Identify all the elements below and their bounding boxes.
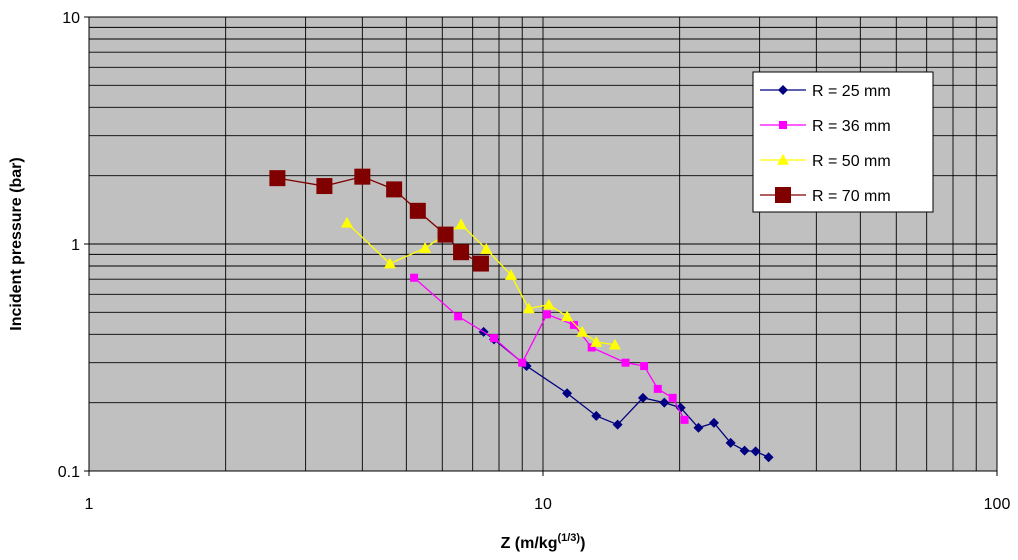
data-point xyxy=(725,437,736,448)
legend-label: R = 50 mm xyxy=(812,153,891,170)
data-point xyxy=(542,298,555,310)
y-axis-ticks: 0.1 1 10 xyxy=(58,10,89,481)
data-point xyxy=(640,362,649,371)
data-point xyxy=(542,310,551,319)
data-point xyxy=(383,257,396,269)
legend-label: R = 25 mm xyxy=(812,83,891,100)
data-point xyxy=(472,255,489,272)
legend-item: R = 36 mm xyxy=(760,118,891,135)
data-point xyxy=(608,338,621,350)
legend: R = 25 mm R = 36 mm R = 50 mm R = 70 mm xyxy=(752,71,934,213)
data-point xyxy=(316,178,333,195)
x-axis-ticks: 1 10 100 xyxy=(85,471,1011,513)
data-point xyxy=(480,243,493,254)
data-point xyxy=(410,273,419,282)
data-point xyxy=(777,154,789,165)
legend-label: R = 36 mm xyxy=(812,118,891,135)
data-point xyxy=(590,336,603,347)
data-point xyxy=(708,417,719,428)
data-point xyxy=(576,325,589,337)
data-point xyxy=(693,422,704,433)
data-point xyxy=(562,388,573,399)
data-point xyxy=(637,392,648,403)
y-tick-label: 0.1 xyxy=(58,464,80,481)
data-point xyxy=(340,216,353,228)
data-point xyxy=(522,302,535,314)
data-point xyxy=(504,269,517,280)
x-axis-title-superscript: (1/3) xyxy=(557,532,580,544)
data-point xyxy=(779,121,787,129)
data-point xyxy=(763,452,774,463)
data-point xyxy=(778,85,788,95)
data-point xyxy=(621,358,630,367)
data-point xyxy=(354,168,371,185)
data-point xyxy=(659,397,670,408)
data-point xyxy=(739,445,750,456)
data-point xyxy=(775,187,791,203)
data-point xyxy=(453,244,470,261)
series-1 xyxy=(478,326,774,463)
data-point xyxy=(587,343,596,352)
series-3 xyxy=(340,216,621,350)
data-point xyxy=(419,242,432,253)
data-point xyxy=(675,402,686,413)
data-point xyxy=(409,202,426,219)
series-layer xyxy=(269,168,774,463)
x-axis-title-main: Z (m/kg xyxy=(501,535,558,552)
data-point xyxy=(591,410,602,421)
legend-label: R = 70 mm xyxy=(812,188,891,205)
data-point xyxy=(269,170,286,187)
data-point xyxy=(490,334,499,343)
data-point xyxy=(454,312,463,321)
y-axis-title: Incident pressure (bar) xyxy=(8,157,25,330)
x-tick-label: 1 xyxy=(85,496,94,513)
data-point xyxy=(437,226,454,243)
legend-item: R = 50 mm xyxy=(760,153,891,170)
data-point xyxy=(455,218,468,230)
y-tick-label: 1 xyxy=(71,237,80,254)
data-point xyxy=(612,419,623,430)
x-tick-label: 100 xyxy=(984,496,1011,513)
data-point xyxy=(561,310,574,322)
data-point xyxy=(386,181,403,198)
x-axis-title-suffix: ) xyxy=(580,535,585,552)
data-point xyxy=(569,320,578,329)
data-point xyxy=(518,358,527,367)
legend-item: R = 25 mm xyxy=(760,83,891,100)
data-point xyxy=(653,384,662,393)
x-axis-title: Z (m/kg(1/3)) xyxy=(501,532,586,552)
series-4 xyxy=(269,168,489,272)
data-point xyxy=(750,446,761,457)
x-tick-label: 10 xyxy=(534,496,552,513)
legend-item: R = 70 mm xyxy=(760,187,891,205)
data-point xyxy=(668,393,677,402)
data-point xyxy=(680,415,689,424)
y-tick-label: 10 xyxy=(62,10,80,27)
